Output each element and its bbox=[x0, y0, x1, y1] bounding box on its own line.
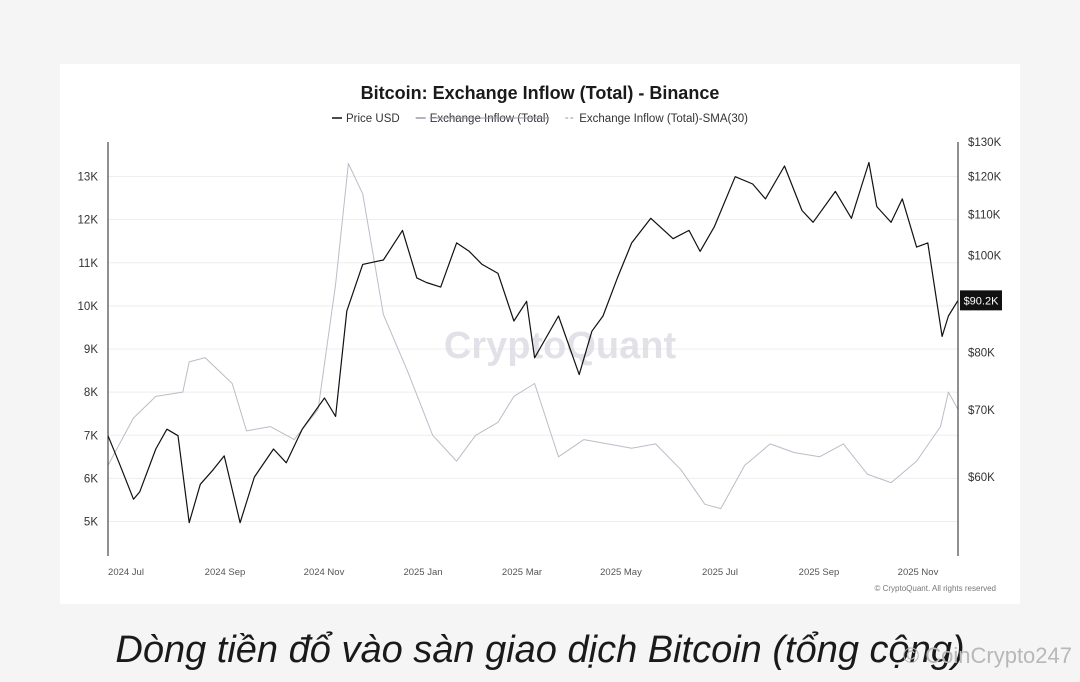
right-tick-label: $100K bbox=[968, 251, 1002, 263]
x-tick-label: 2024 Nov bbox=[304, 567, 345, 578]
x-tick-label: 2025 Sep bbox=[799, 567, 840, 578]
grid bbox=[108, 176, 958, 522]
right-tick-label: $110K bbox=[968, 209, 1001, 221]
x-tick-label: 2025 Jan bbox=[403, 567, 442, 578]
x-tick-label: 2025 Nov bbox=[898, 567, 939, 578]
caption: Dòng tiền đổ vào sàn giao dịch Bitcoin (… bbox=[115, 629, 965, 671]
right-tick-label: $60K bbox=[968, 472, 995, 484]
left-tick-label: 6K bbox=[84, 473, 98, 485]
left-tick-label: 11K bbox=[78, 258, 98, 270]
left-tick-label: 13K bbox=[78, 172, 99, 184]
axes: 5K 6K 7K 8K 9K 10K 11K 12K 13K $60K $70K $80K $100K $… bbox=[78, 137, 1002, 578]
left-tick-label: 10K bbox=[78, 301, 99, 313]
left-tick-label: 5K bbox=[84, 517, 98, 529]
left-tick-label: 8K bbox=[84, 387, 98, 399]
inflow-sma-line bbox=[107, 163, 959, 510]
right-tick-label: $70K bbox=[968, 405, 995, 417]
chart-title: Bitcoin: Exchange Inflow (Total) - Binan… bbox=[361, 83, 720, 103]
watermark: CryptoQuant bbox=[444, 325, 677, 367]
legend-label: Exchange Inflow (Total) bbox=[430, 113, 550, 125]
last-price-text: $90.2K bbox=[964, 295, 1000, 307]
price-line bbox=[107, 161, 959, 524]
right-tick-label: $120K bbox=[968, 172, 1002, 184]
series-lines bbox=[107, 161, 959, 524]
chart-card: Bitcoin: Exchange Inflow (Total) - Binan… bbox=[60, 64, 1020, 604]
copyright: © CryptoQuant. All rights reserved bbox=[875, 584, 997, 593]
last-price-label: $90.2K bbox=[960, 290, 1002, 311]
left-tick-label: 12K bbox=[78, 215, 99, 227]
last-price-box bbox=[960, 290, 1002, 311]
right-tick-label: $130K bbox=[968, 137, 1002, 149]
x-tick-label: 2025 Jul bbox=[702, 567, 738, 578]
x-tick-label: 2025 Mar bbox=[502, 567, 542, 578]
legend-label: Price USD bbox=[346, 113, 400, 125]
left-tick-label: 7K bbox=[84, 430, 98, 442]
x-tick-label: 2024 Sep bbox=[205, 567, 246, 578]
left-tick-label: 9K bbox=[84, 344, 98, 356]
x-tick-label: 2025 May bbox=[600, 567, 642, 578]
legend-label: Exchange Inflow (Total)-SMA(30) bbox=[579, 113, 748, 125]
overlay-tag: © CoinCrypto247 bbox=[902, 643, 1072, 668]
x-tick-label: 2024 Jul bbox=[108, 567, 144, 578]
chart-svg: Bitcoin: Exchange Inflow (Total) - Binan… bbox=[78, 83, 1002, 593]
legend: Price USD Exchange Inflow (Total) Exchange… bbox=[332, 113, 748, 125]
right-tick-label: $80K bbox=[968, 347, 995, 359]
